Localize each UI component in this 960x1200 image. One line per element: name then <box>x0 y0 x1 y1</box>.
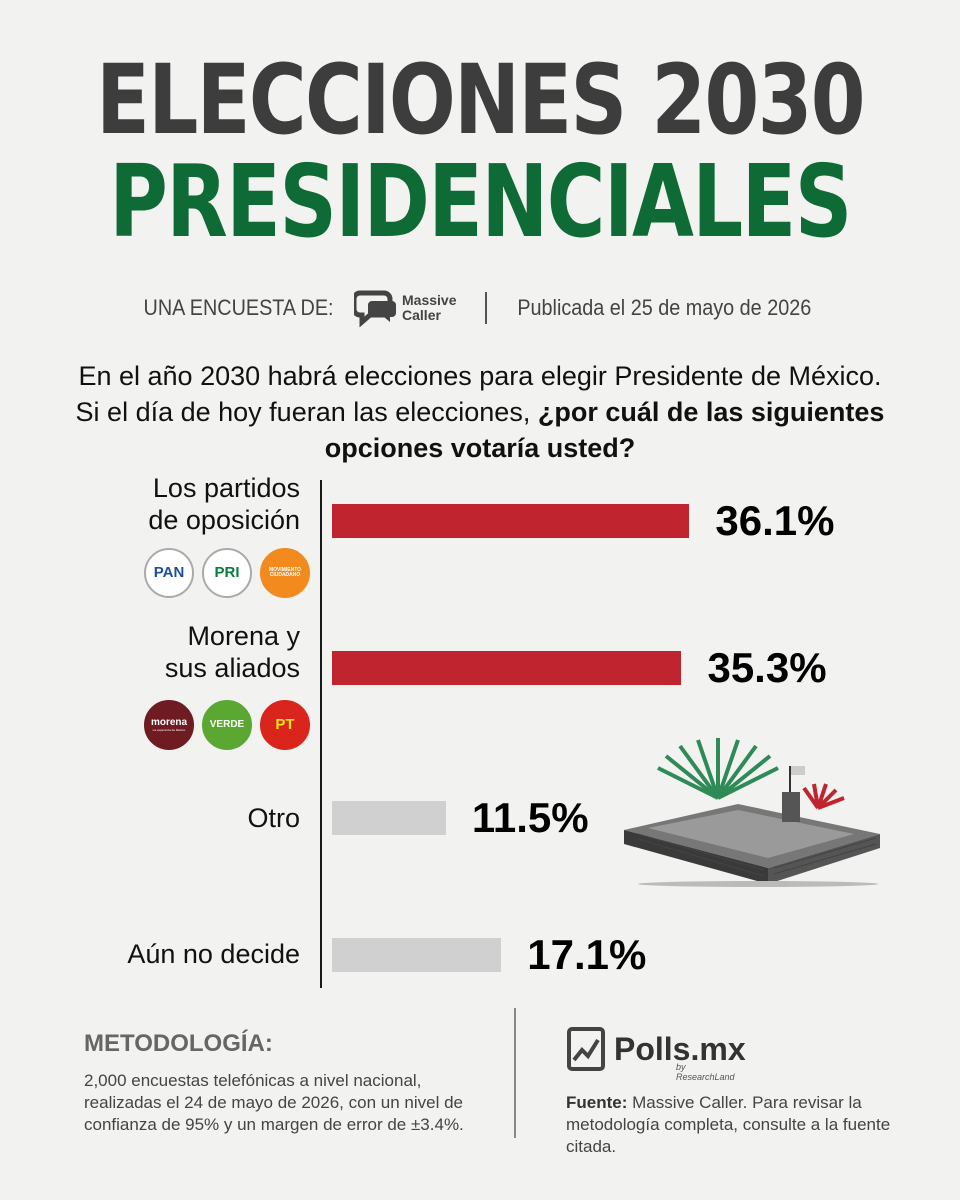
brand-line-1: Massive <box>402 292 457 308</box>
byline-label: UNA ENCUESTA DE: <box>143 295 334 320</box>
data-label: 17.1% <box>527 931 647 978</box>
opposition-logos: PAN PRI MOVIMIENTO CIUDADANO <box>144 548 310 598</box>
chart-axis <box>320 480 322 988</box>
question-line-2: Si el día de hoy fueran las elecciones, <box>75 397 538 427</box>
byline: UNA ENCUESTA DE: Massive Caller Publicad… <box>0 288 960 328</box>
logo-text: PRI <box>214 564 240 582</box>
bar <box>332 504 690 538</box>
massive-caller-logo: Massive Caller <box>354 289 457 327</box>
speech-bubbles-icon <box>354 290 397 327</box>
category-label: Aún no decide <box>127 939 300 969</box>
data-label: 36.1% <box>715 497 835 544</box>
category-label: Los partidos de oposición <box>148 473 300 535</box>
polls-mx-logo: Polls.mx by ResearchLand <box>566 1026 746 1082</box>
polls-mx-name: Polls.mx <box>614 1031 746 1067</box>
methodology-title: METODOLOGÍA: <box>84 1030 273 1057</box>
brand-line-2: Caller <box>402 307 441 323</box>
logo-text: MOVIMIENTO CIUDADANO <box>268 566 302 578</box>
pri-logo-icon: PRI <box>202 548 252 598</box>
question-line-1: En el año 2030 habrá elecciones para ele… <box>78 361 882 391</box>
verde-logo-icon: VERDE <box>202 700 252 750</box>
logo-text: PT <box>275 716 295 734</box>
allies-logos: morena La esperanza de México VERDE PT <box>144 700 310 750</box>
pt-logo-icon: PT <box>260 700 310 750</box>
mc-logo-icon: MOVIMIENTO CIUDADANO <box>260 548 310 598</box>
chart-document-icon <box>567 1027 605 1071</box>
data-label: 11.5% <box>471 794 589 841</box>
bar <box>332 801 446 835</box>
title-line-2: PRESIDENCIALES <box>109 143 852 260</box>
bar <box>332 938 502 972</box>
survey-question: En el año 2030 habrá elecciones para ele… <box>60 358 900 466</box>
source-text: Massive Caller. Para revisar la metodolo… <box>566 1093 891 1156</box>
logo-text: VERDE <box>209 718 245 730</box>
polls-mx-sub: by ResearchLand <box>676 1062 735 1082</box>
data-label: 35.3% <box>707 644 827 691</box>
bar <box>332 651 682 685</box>
category-label: Otro <box>247 803 300 833</box>
logo-subtext: La esperanza de México <box>152 727 186 732</box>
source-label: Fuente: <box>566 1093 628 1112</box>
question-emphasis: ¿por cuál de las siguientes opciones vot… <box>324 397 885 463</box>
logo-text: morena <box>150 717 188 729</box>
national-palace-icon <box>624 738 880 887</box>
byline-divider <box>484 292 487 324</box>
methodology-text: 2,000 encuestas telefónicas a nivel naci… <box>84 1071 464 1134</box>
source-note: Fuente: Massive Caller. Para revisar la … <box>566 1092 906 1158</box>
logo-text: PAN <box>153 564 185 582</box>
published-date: Publicada el 25 de mayo de 2026 <box>516 295 811 320</box>
category-label: Morena y sus aliados <box>164 621 300 683</box>
title-line-1: ELECCIONES 2030 <box>96 44 865 156</box>
morena-logo-icon: morena La esperanza de México <box>144 700 194 750</box>
footer-divider <box>514 1008 516 1138</box>
pan-logo-icon: PAN <box>144 548 194 598</box>
